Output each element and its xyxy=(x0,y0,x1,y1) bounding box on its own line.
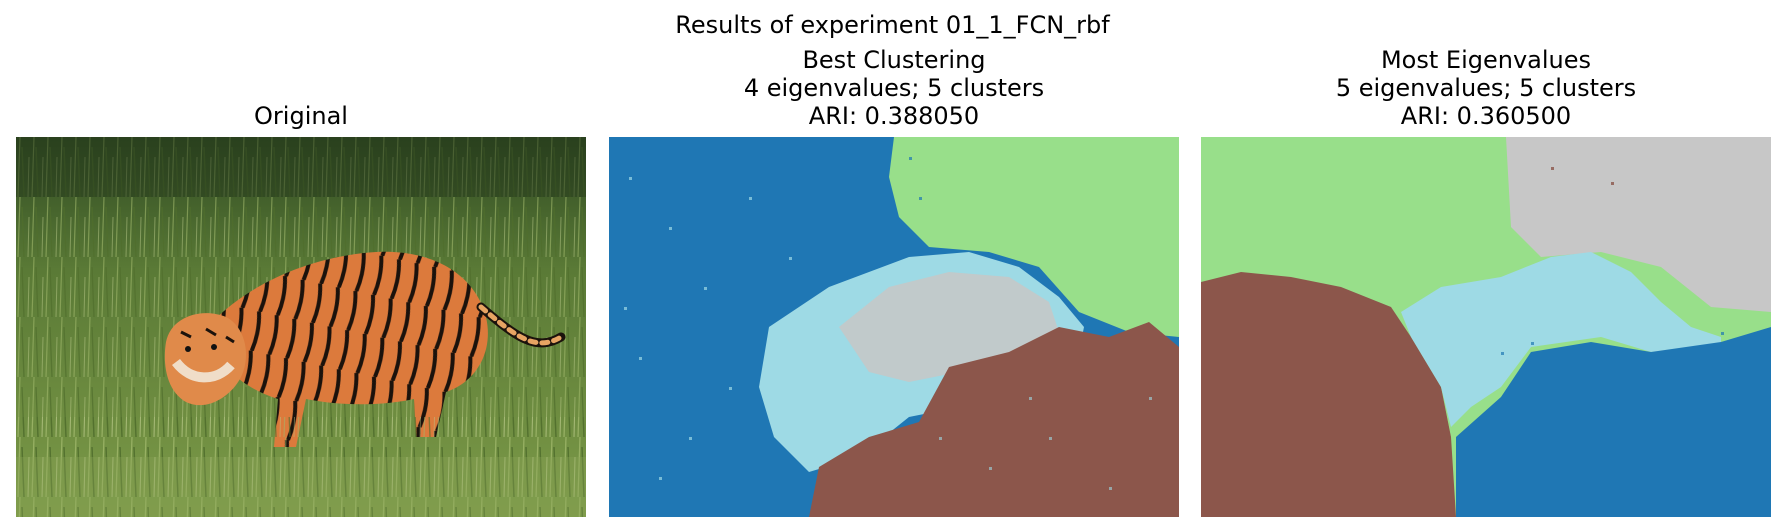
figure-suptitle: Results of experiment 01_1_FCN_rbf xyxy=(675,11,1110,39)
tiger-photo xyxy=(16,137,586,517)
panel-title-line: Original xyxy=(254,102,348,130)
panel-subtitle-line: 4 eigenvalues; 5 clusters xyxy=(743,74,1045,102)
panel-title-line: Best Clustering xyxy=(802,46,986,74)
best-clustering-map xyxy=(609,137,1179,517)
most-eigenvalues-map xyxy=(1201,137,1771,517)
panel-ari-line: ARI: 0.388050 xyxy=(808,102,980,130)
tiger-head xyxy=(164,313,246,406)
best-clustering-panel xyxy=(609,137,1179,517)
panel-title-line: Most Eigenvalues xyxy=(1380,46,1592,74)
tiger-body xyxy=(196,251,488,447)
most-eigenvalues-panel xyxy=(1201,137,1771,517)
panel-title-best: Best Clustering 4 eigenvalues; 5 cluster… xyxy=(609,46,1179,130)
panel-title-most: Most Eigenvalues 5 eigenvalues; 5 cluste… xyxy=(1201,46,1771,130)
panel-title-original: Original xyxy=(16,102,586,130)
original-image-panel xyxy=(16,137,586,517)
panel-subtitle-line: 5 eigenvalues; 5 clusters xyxy=(1335,74,1637,102)
panel-ari-line: ARI: 0.360500 xyxy=(1400,102,1572,130)
